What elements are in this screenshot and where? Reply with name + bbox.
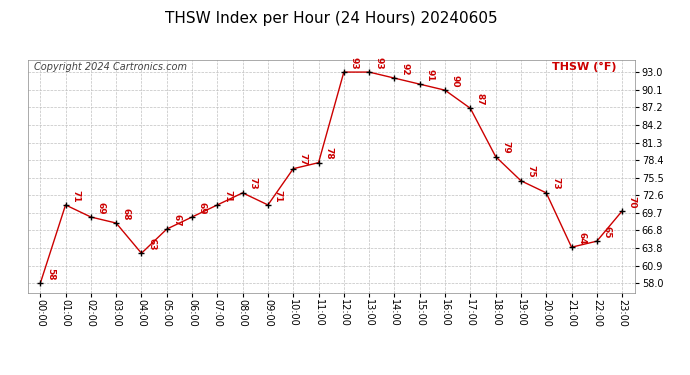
Text: 77: 77 <box>299 153 308 166</box>
Text: THSW Index per Hour (24 Hours) 20240605: THSW Index per Hour (24 Hours) 20240605 <box>165 11 497 26</box>
Text: 65: 65 <box>602 226 611 238</box>
Text: 92: 92 <box>400 63 409 75</box>
Text: 70: 70 <box>628 196 637 208</box>
Text: 93: 93 <box>375 57 384 69</box>
Text: 71: 71 <box>223 189 232 202</box>
Text: 69: 69 <box>197 202 206 214</box>
Text: 73: 73 <box>248 177 257 190</box>
Text: 87: 87 <box>476 93 485 105</box>
Text: 64: 64 <box>577 232 586 244</box>
Text: 79: 79 <box>501 141 510 154</box>
Text: 90: 90 <box>451 75 460 87</box>
Text: 78: 78 <box>324 147 333 160</box>
Text: 58: 58 <box>46 268 55 280</box>
Text: 75: 75 <box>526 165 535 178</box>
Text: 71: 71 <box>273 189 282 202</box>
Text: Copyright 2024 Cartronics.com: Copyright 2024 Cartronics.com <box>34 62 187 72</box>
Text: 91: 91 <box>425 69 434 81</box>
Text: 67: 67 <box>172 214 181 226</box>
Text: 73: 73 <box>552 177 561 190</box>
Text: 93: 93 <box>349 57 358 69</box>
Text: 69: 69 <box>97 202 106 214</box>
Text: 63: 63 <box>147 238 156 250</box>
Text: THSW (°F): THSW (°F) <box>552 62 617 72</box>
Text: 71: 71 <box>71 189 80 202</box>
Text: 68: 68 <box>121 208 130 220</box>
